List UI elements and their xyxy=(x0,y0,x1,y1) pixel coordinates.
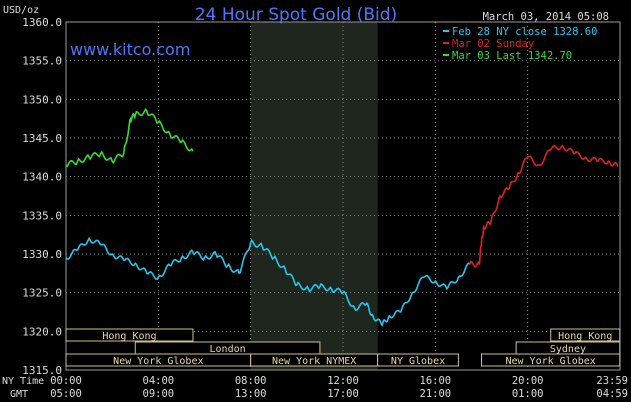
x-tick-ny-time: 04:00 xyxy=(143,375,175,387)
legend-item-mar03: Mar 03 Last 1342.70 xyxy=(452,50,572,62)
legend-item-mar02: Mar 02 Sunday xyxy=(452,38,534,50)
x-tick-ny-time: 20:00 xyxy=(512,375,544,387)
plot-border xyxy=(65,21,621,371)
x-tick-gmt: 01:00 xyxy=(512,388,544,400)
grid xyxy=(66,22,620,370)
x-tick-gmt: 09:00 xyxy=(143,388,175,400)
x-row2-label: GMT xyxy=(10,389,28,400)
session-label: Hong Kong xyxy=(558,331,612,342)
x-tick-ny-time: 16:00 xyxy=(420,375,452,387)
y-axis-ticks: 1360.0 1355.0 1350.0 1345.0 1340.0 1335.0 1330… xyxy=(22,16,62,377)
session-label: New York Globex xyxy=(505,356,595,367)
y-tick-label: 1355.0 xyxy=(22,55,62,68)
x-tick-gmt: 13:00 xyxy=(235,388,267,400)
y-tick-label: 1360.0 xyxy=(22,16,62,29)
session-label: Hong Kong xyxy=(102,331,156,342)
date-label: March 03, 2014 05:08 xyxy=(483,11,609,23)
session-label: New York Globex xyxy=(113,356,203,367)
x-tick-ny-time: 00:00 xyxy=(50,375,82,387)
y-tick-label: 1335.0 xyxy=(22,209,62,222)
x-tick-ny-time: 08:00 xyxy=(235,375,267,387)
session-box-row1 xyxy=(65,328,194,342)
legend-item-feb28: Feb 28 NY close 1328.60 xyxy=(452,26,597,38)
series-layer xyxy=(65,107,619,327)
y-tick-label: 1330.0 xyxy=(22,248,62,261)
y-tick-label: 1315.0 xyxy=(22,364,62,377)
x-tick-gmt: 17:00 xyxy=(327,388,359,400)
series-line-2 xyxy=(65,107,194,168)
session-box-row1 xyxy=(550,328,621,342)
y-tick-label: 1325.0 xyxy=(22,287,62,300)
x-tick-gmt: 21:00 xyxy=(420,388,452,400)
y-tick-label: 1350.0 xyxy=(22,93,62,106)
session-box-row3 xyxy=(377,353,459,367)
session-label: NY Globex xyxy=(391,356,445,367)
x-tick-ny-time: 12:00 xyxy=(327,375,359,387)
chart-title: 24 Hour Spot Gold (Bid) xyxy=(195,5,397,25)
unit-label: USD/oz xyxy=(3,5,39,16)
watermark-url: www.kitco.com xyxy=(70,40,190,59)
y-tick-label: 1345.0 xyxy=(22,132,62,145)
session-label: London xyxy=(210,344,246,355)
series-line-1 xyxy=(469,144,619,268)
y-tick-label: 1320.0 xyxy=(22,325,62,338)
session-label: Sydney xyxy=(550,344,586,355)
session-label: New York NYMEX xyxy=(272,356,356,367)
x-row1-label: NY Time xyxy=(2,376,44,387)
legend: Feb 28 NY close 1328.60 Mar 02 Sunday Ma… xyxy=(443,26,597,62)
nymex-session-shade xyxy=(250,22,378,370)
x-tick-gmt: 04:59 xyxy=(596,388,628,400)
y-tick-label: 1340.0 xyxy=(22,171,62,184)
x-tick-ny-time: 23:59 xyxy=(596,375,628,387)
series-line-0 xyxy=(65,236,471,327)
x-tick-gmt: 05:00 xyxy=(50,388,82,400)
session-box-row3 xyxy=(481,353,621,367)
